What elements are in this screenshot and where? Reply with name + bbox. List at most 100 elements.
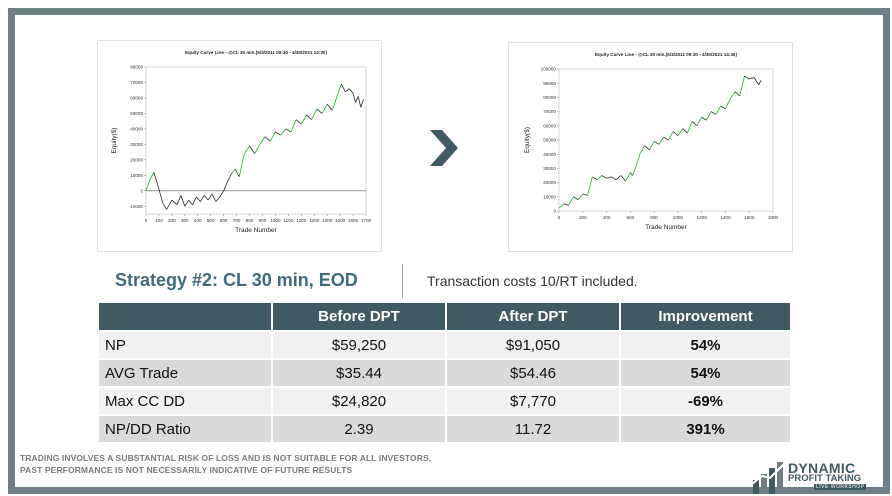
y-tick-label: 80000 <box>543 95 556 100</box>
plot-area <box>145 66 367 215</box>
after-cell: $7,770 <box>447 386 621 414</box>
table-row: NP/DD Ratio 2.39 11.72 391% <box>99 414 790 442</box>
plot-area <box>558 68 774 212</box>
equity-segment <box>326 103 333 111</box>
metric-cell: NP/DD Ratio <box>99 414 273 442</box>
equity-segment <box>653 141 660 145</box>
disclaimer-line-1: TRADING INVOLVES A SUBSTANTIAL RISK OF L… <box>20 453 432 463</box>
x-tick-label: 500 <box>207 218 215 223</box>
equity-segment <box>682 128 688 134</box>
y-axis-label: Equity($) <box>111 127 118 153</box>
equity-segment <box>577 193 584 200</box>
y-tick-label: 10000 <box>130 173 143 178</box>
after-cell: $54.46 <box>447 358 621 386</box>
table-row: NP $59,250 $91,050 54% <box>99 330 790 358</box>
x-tick-label: 1800 <box>768 215 779 220</box>
equity-segment <box>710 111 717 115</box>
equity-segment <box>331 94 338 111</box>
equity-segment <box>145 179 151 191</box>
equity-segment <box>558 203 565 209</box>
heading-divider <box>402 264 403 298</box>
table-row: Max CC DD $24,820 $7,770 -69% <box>99 386 790 414</box>
y-tick-label: 90000 <box>543 81 556 86</box>
equity-segment <box>223 181 228 191</box>
before-equity-chart-svg: Equity Curve Line - @CL 30 min.(5/3/2011… <box>111 50 372 234</box>
x-tick-label: 800 <box>650 215 658 220</box>
y-tick-label: 50000 <box>543 138 556 143</box>
after-cell: $91,050 <box>447 330 621 358</box>
equity-segment <box>630 172 634 176</box>
y-tick-label: 100000 <box>541 67 557 72</box>
equity-segment <box>725 98 731 109</box>
table-header-row: Before DPT After DPT Improvement <box>99 303 790 330</box>
equity-segment <box>352 93 357 103</box>
chevron-right-icon <box>428 128 460 173</box>
x-tick-label: 1600 <box>348 218 359 223</box>
equity-segment <box>227 173 232 182</box>
equity-segment <box>706 111 712 121</box>
equity-segment <box>176 195 182 205</box>
equity-segment <box>729 91 736 100</box>
equity-segment <box>188 199 193 205</box>
x-tick-label: 600 <box>220 218 228 223</box>
equity-segment <box>159 193 164 204</box>
before-equity-chart: Equity Curve Line - @CL 30 min.(5/3/2011… <box>97 40 382 252</box>
equity-segment <box>601 175 607 179</box>
x-tick-label: 1400 <box>322 218 333 223</box>
x-tick-label: 1600 <box>744 215 755 220</box>
equity-segment <box>290 119 297 133</box>
equity-segment <box>592 176 598 181</box>
before-cell: $59,250 <box>273 330 447 358</box>
x-tick-label: 400 <box>603 215 611 220</box>
before-cell: 2.39 <box>273 414 447 442</box>
improvement-cell: 54% <box>621 330 790 358</box>
header-metric <box>99 303 273 330</box>
equity-segment <box>625 172 631 182</box>
equity-segment <box>203 195 209 201</box>
equity-segment <box>254 144 261 154</box>
y-tick-label: 20000 <box>130 157 143 162</box>
logo-text-dynamic: DYNAMIC <box>788 460 856 476</box>
y-tick-label: 80000 <box>130 65 143 70</box>
equity-segment <box>244 145 250 154</box>
equity-segment <box>677 128 683 136</box>
table-row: AVG Trade $35.44 $54.46 54% <box>99 358 790 386</box>
x-tick-label: 100 <box>155 218 163 223</box>
risk-disclaimer: TRADING INVOLVES A SUBSTANTIAL RISK OF L… <box>20 452 431 476</box>
logo-text-live-workshop: LIVE WORKSHOP <box>814 484 867 490</box>
equity-segment <box>153 172 159 185</box>
equity-segment <box>337 83 342 95</box>
y-tick-label: 50000 <box>130 111 143 116</box>
equity-segment <box>231 168 236 175</box>
after-equity-chart: Equity Curve Line - @CL 30 min.(5/3/2011… <box>508 42 793 252</box>
equity-segment <box>196 196 201 202</box>
after-cell: 11.72 <box>447 414 621 442</box>
equity-segment <box>739 76 745 97</box>
equity-segment <box>238 153 245 177</box>
metric-cell: NP <box>99 330 273 358</box>
x-tick-label: 0 <box>558 215 561 220</box>
y-axis-label: Equity($) <box>524 127 531 153</box>
equity-segment <box>672 131 679 137</box>
equity-segment <box>180 195 186 207</box>
results-table: Before DPT After DPT Improvement NP $59,… <box>99 303 790 442</box>
x-tick-label: 400 <box>194 218 202 223</box>
equity-segment <box>192 196 197 205</box>
x-tick-label: 600 <box>626 215 634 220</box>
strategy-heading: Strategy #2: CL 30 min, EOD <box>115 270 358 290</box>
equity-segment <box>269 131 276 142</box>
disclaimer-line-2: PAST PERFORMANCE IS NOT NECESSARILY INDI… <box>20 465 353 475</box>
equity-segment <box>582 193 588 196</box>
equity-segment <box>753 77 760 85</box>
equity-segment <box>620 175 626 182</box>
improvement-cell: -69% <box>621 386 790 414</box>
equity-segment <box>219 190 224 198</box>
x-tick-label: 200 <box>579 215 587 220</box>
x-tick-label: 1300 <box>309 218 320 223</box>
equity-segment <box>184 199 190 207</box>
improvement-cell: 54% <box>621 358 790 386</box>
equity-segment <box>316 108 323 114</box>
y-tick-label: 0 <box>140 188 143 193</box>
equity-segment <box>649 141 655 151</box>
x-tick-label: 1000 <box>673 215 684 220</box>
